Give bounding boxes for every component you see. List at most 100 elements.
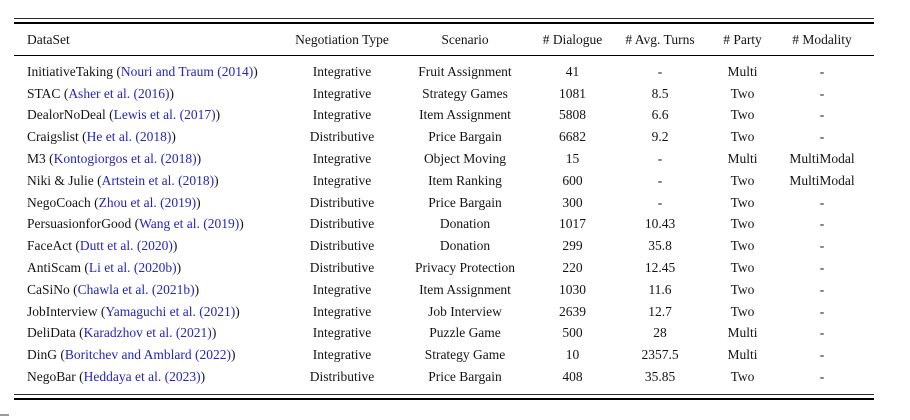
negotiation-type-cell: Integrative — [312, 172, 372, 188]
table-row: Niki & Julie (Artstein et al. (2018)) In… — [14, 170, 874, 192]
citation-link[interactable]: Nouri and Traum (2014) — [120, 63, 254, 79]
dialogue-count-cell: 408 — [562, 369, 583, 385]
table-row: M3 (Kontogiorgos et al. (2018)) Integrat… — [14, 148, 874, 170]
dataset-cell: NegoBar (Heddaya et al. (2023)) — [14, 369, 294, 385]
dataset-cell: NegoCoach (Zhou et al. (2019)) — [14, 195, 294, 211]
paren-close: ) — [215, 107, 221, 123]
modality-cell: - — [819, 63, 825, 79]
scenario-cell: Strategy Games — [422, 85, 508, 101]
scenario-cell: Price Bargain — [428, 369, 502, 385]
dataset-name: DeliData — [27, 325, 76, 341]
paren-close: ) — [211, 325, 217, 341]
party-cell: Two — [730, 238, 755, 254]
party-cell: Two — [730, 129, 755, 145]
party-cell: Multi — [727, 151, 758, 167]
party-cell: Two — [730, 369, 755, 385]
table-row: NegoBar (Heddaya et al. (2023)) Distribu… — [14, 366, 874, 388]
dialogue-count-cell: 6682 — [559, 129, 586, 145]
citation-link[interactable]: Chawla et al. (2021b) — [77, 281, 195, 297]
header-rule — [14, 55, 874, 56]
dataset-name: M3 — [27, 151, 46, 167]
dataset-cell: Niki & Julie (Artstein et al. (2018)) — [14, 173, 294, 189]
citation-link[interactable]: He et al. (2018) — [86, 129, 172, 145]
modality-cell: - — [819, 129, 825, 145]
paren-close: ) — [196, 151, 202, 167]
citation-link[interactable]: Kontogiorgos et al. (2018) — [53, 151, 197, 167]
citation-link[interactable]: Artstein et al. (2018) — [101, 172, 215, 188]
avg-turns-cell: 35.85 — [644, 369, 676, 385]
modality-cell: - — [819, 325, 825, 341]
dataset-cell: STAC (Asher et al. (2016)) — [14, 86, 294, 102]
dialogue-count-cell: 15 — [565, 151, 580, 167]
party-cell: Two — [730, 281, 755, 297]
negotiation-type-cell: Distributive — [309, 260, 375, 276]
page-edge-artifact — [0, 414, 9, 416]
negotiation-type-cell: Integrative — [312, 325, 372, 341]
avg-turns-cell: 12.45 — [644, 260, 676, 276]
modality-cell: - — [819, 260, 825, 276]
paren-close: ) — [194, 281, 200, 297]
dialogue-count-cell: 500 — [562, 325, 583, 341]
negotiation-type-cell: Integrative — [312, 303, 372, 319]
citation-link[interactable]: Zhou et al. (2019) — [98, 194, 197, 210]
negotiation-type-cell: Distributive — [309, 369, 375, 385]
dialogue-count-cell: 600 — [562, 172, 583, 188]
negotiation-type-cell: Integrative — [312, 107, 372, 123]
dataset-cell: PersuasionforGood (Wang et al. (2019)) — [14, 216, 294, 232]
table-bottom-rule — [14, 393, 874, 400]
paren-open: ( — [75, 369, 84, 385]
citation-link[interactable]: Yamaguchi et al. (2021) — [105, 303, 236, 319]
paren-open: ( — [131, 216, 140, 232]
paren-close: ) — [200, 369, 206, 385]
dialogue-count-cell: 1017 — [559, 216, 586, 232]
dataset-cell: Craigslist (He et al. (2018)) — [14, 129, 294, 145]
scenario-cell: Donation — [439, 216, 491, 232]
dataset-name: STAC — [27, 85, 61, 101]
scenario-cell: Job Interview — [428, 303, 502, 319]
modality-cell: - — [819, 216, 825, 232]
paren-close: ) — [196, 194, 201, 210]
avg-turns-cell: 12.7 — [648, 303, 672, 319]
table-row: DeliData (Karadzhov et al. (2021)) Integ… — [14, 323, 874, 345]
citation-link[interactable]: Wang et al. (2019) — [139, 216, 240, 232]
dialogue-count-cell: 1081 — [559, 85, 586, 101]
dataset-name: InitiativeTaking — [27, 63, 114, 79]
citation-link[interactable]: Li et al. (2020b) — [88, 260, 177, 276]
citation-link[interactable]: Dutt et al. (2020) — [79, 238, 173, 254]
scenario-cell: Item Assignment — [419, 281, 511, 297]
citation-link[interactable]: Asher et al. (2016) — [68, 85, 170, 101]
modality-cell: MultiModal — [789, 172, 855, 188]
paren-close: ) — [214, 172, 219, 188]
party-cell: Multi — [727, 325, 758, 341]
table-row: DealorNoDeal (Lewis et al. (2017)) Integ… — [14, 105, 874, 127]
negotiation-type-cell: Integrative — [312, 281, 372, 297]
paren-close: ) — [169, 85, 175, 101]
dialogue-count-cell: 1030 — [559, 281, 586, 297]
modality-cell: - — [819, 194, 825, 210]
modality-cell: - — [819, 369, 825, 385]
citation-link[interactable]: Lewis et al. (2017) — [113, 107, 216, 123]
modality-cell: - — [819, 303, 825, 319]
avg-turns-cell: - — [657, 63, 663, 79]
scenario-cell: Object Moving — [423, 151, 507, 167]
dataset-name: AntiScam — [27, 260, 81, 276]
paren-close: ) — [235, 303, 240, 319]
col-header-dataset: DataSet — [27, 31, 70, 47]
citation-link[interactable]: Karadzhov et al. (2021) — [83, 325, 212, 341]
citation-link[interactable]: Heddaya et al. (2023) — [83, 369, 201, 385]
scenario-cell: Price Bargain — [428, 194, 502, 210]
col-header-modality: # Modality — [792, 31, 852, 47]
dataset-cell: JobInterview (Yamaguchi et al. (2021)) — [14, 304, 294, 320]
paren-open: ( — [71, 238, 80, 254]
negotiation-type-cell: Integrative — [312, 151, 372, 167]
party-cell: Multi — [727, 63, 758, 79]
paren-close: ) — [253, 63, 258, 79]
paren-open: ( — [105, 107, 114, 123]
avg-turns-cell: 35.8 — [648, 238, 672, 254]
paren-close: ) — [176, 260, 182, 276]
avg-turns-cell: 28 — [653, 325, 667, 341]
dialogue-count-cell: 299 — [562, 238, 583, 254]
dataset-cell: DealorNoDeal (Lewis et al. (2017)) — [14, 107, 294, 123]
paren-open: ( — [81, 260, 89, 276]
citation-link[interactable]: Boritchev and Amblard (2022) — [64, 347, 231, 363]
